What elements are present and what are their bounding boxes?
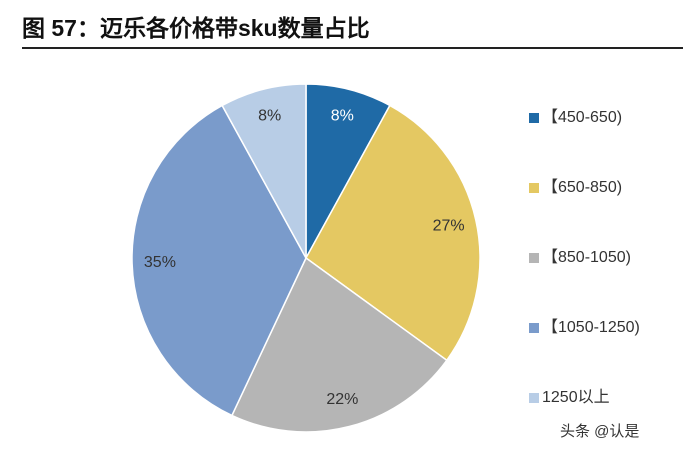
pie-slice <box>305 104 481 362</box>
value-label: 27% <box>433 217 465 234</box>
legend-swatch <box>529 113 539 123</box>
legend-swatch <box>529 253 539 263</box>
legend-swatch <box>529 393 539 403</box>
legend-label: 【1050-1250) <box>542 319 640 336</box>
legend-label: 【850-1050) <box>542 249 631 266</box>
legend-label: 【650-850) <box>542 179 622 196</box>
pie-slice <box>221 83 307 259</box>
legend-swatch <box>529 323 539 333</box>
value-label: 8% <box>258 108 281 125</box>
legend-label: 【450-650) <box>542 109 622 126</box>
chart-title: 图 57：迈乐各价格带sku数量占比 <box>22 15 370 41</box>
legend-swatch <box>529 183 539 193</box>
pie-slice <box>131 104 307 417</box>
value-label: 8% <box>331 108 354 125</box>
legend-label: 1250以上 <box>542 388 610 406</box>
value-label: 22% <box>326 391 358 408</box>
watermark: 头条 @认是 <box>560 423 639 440</box>
value-label: 35% <box>144 254 176 271</box>
